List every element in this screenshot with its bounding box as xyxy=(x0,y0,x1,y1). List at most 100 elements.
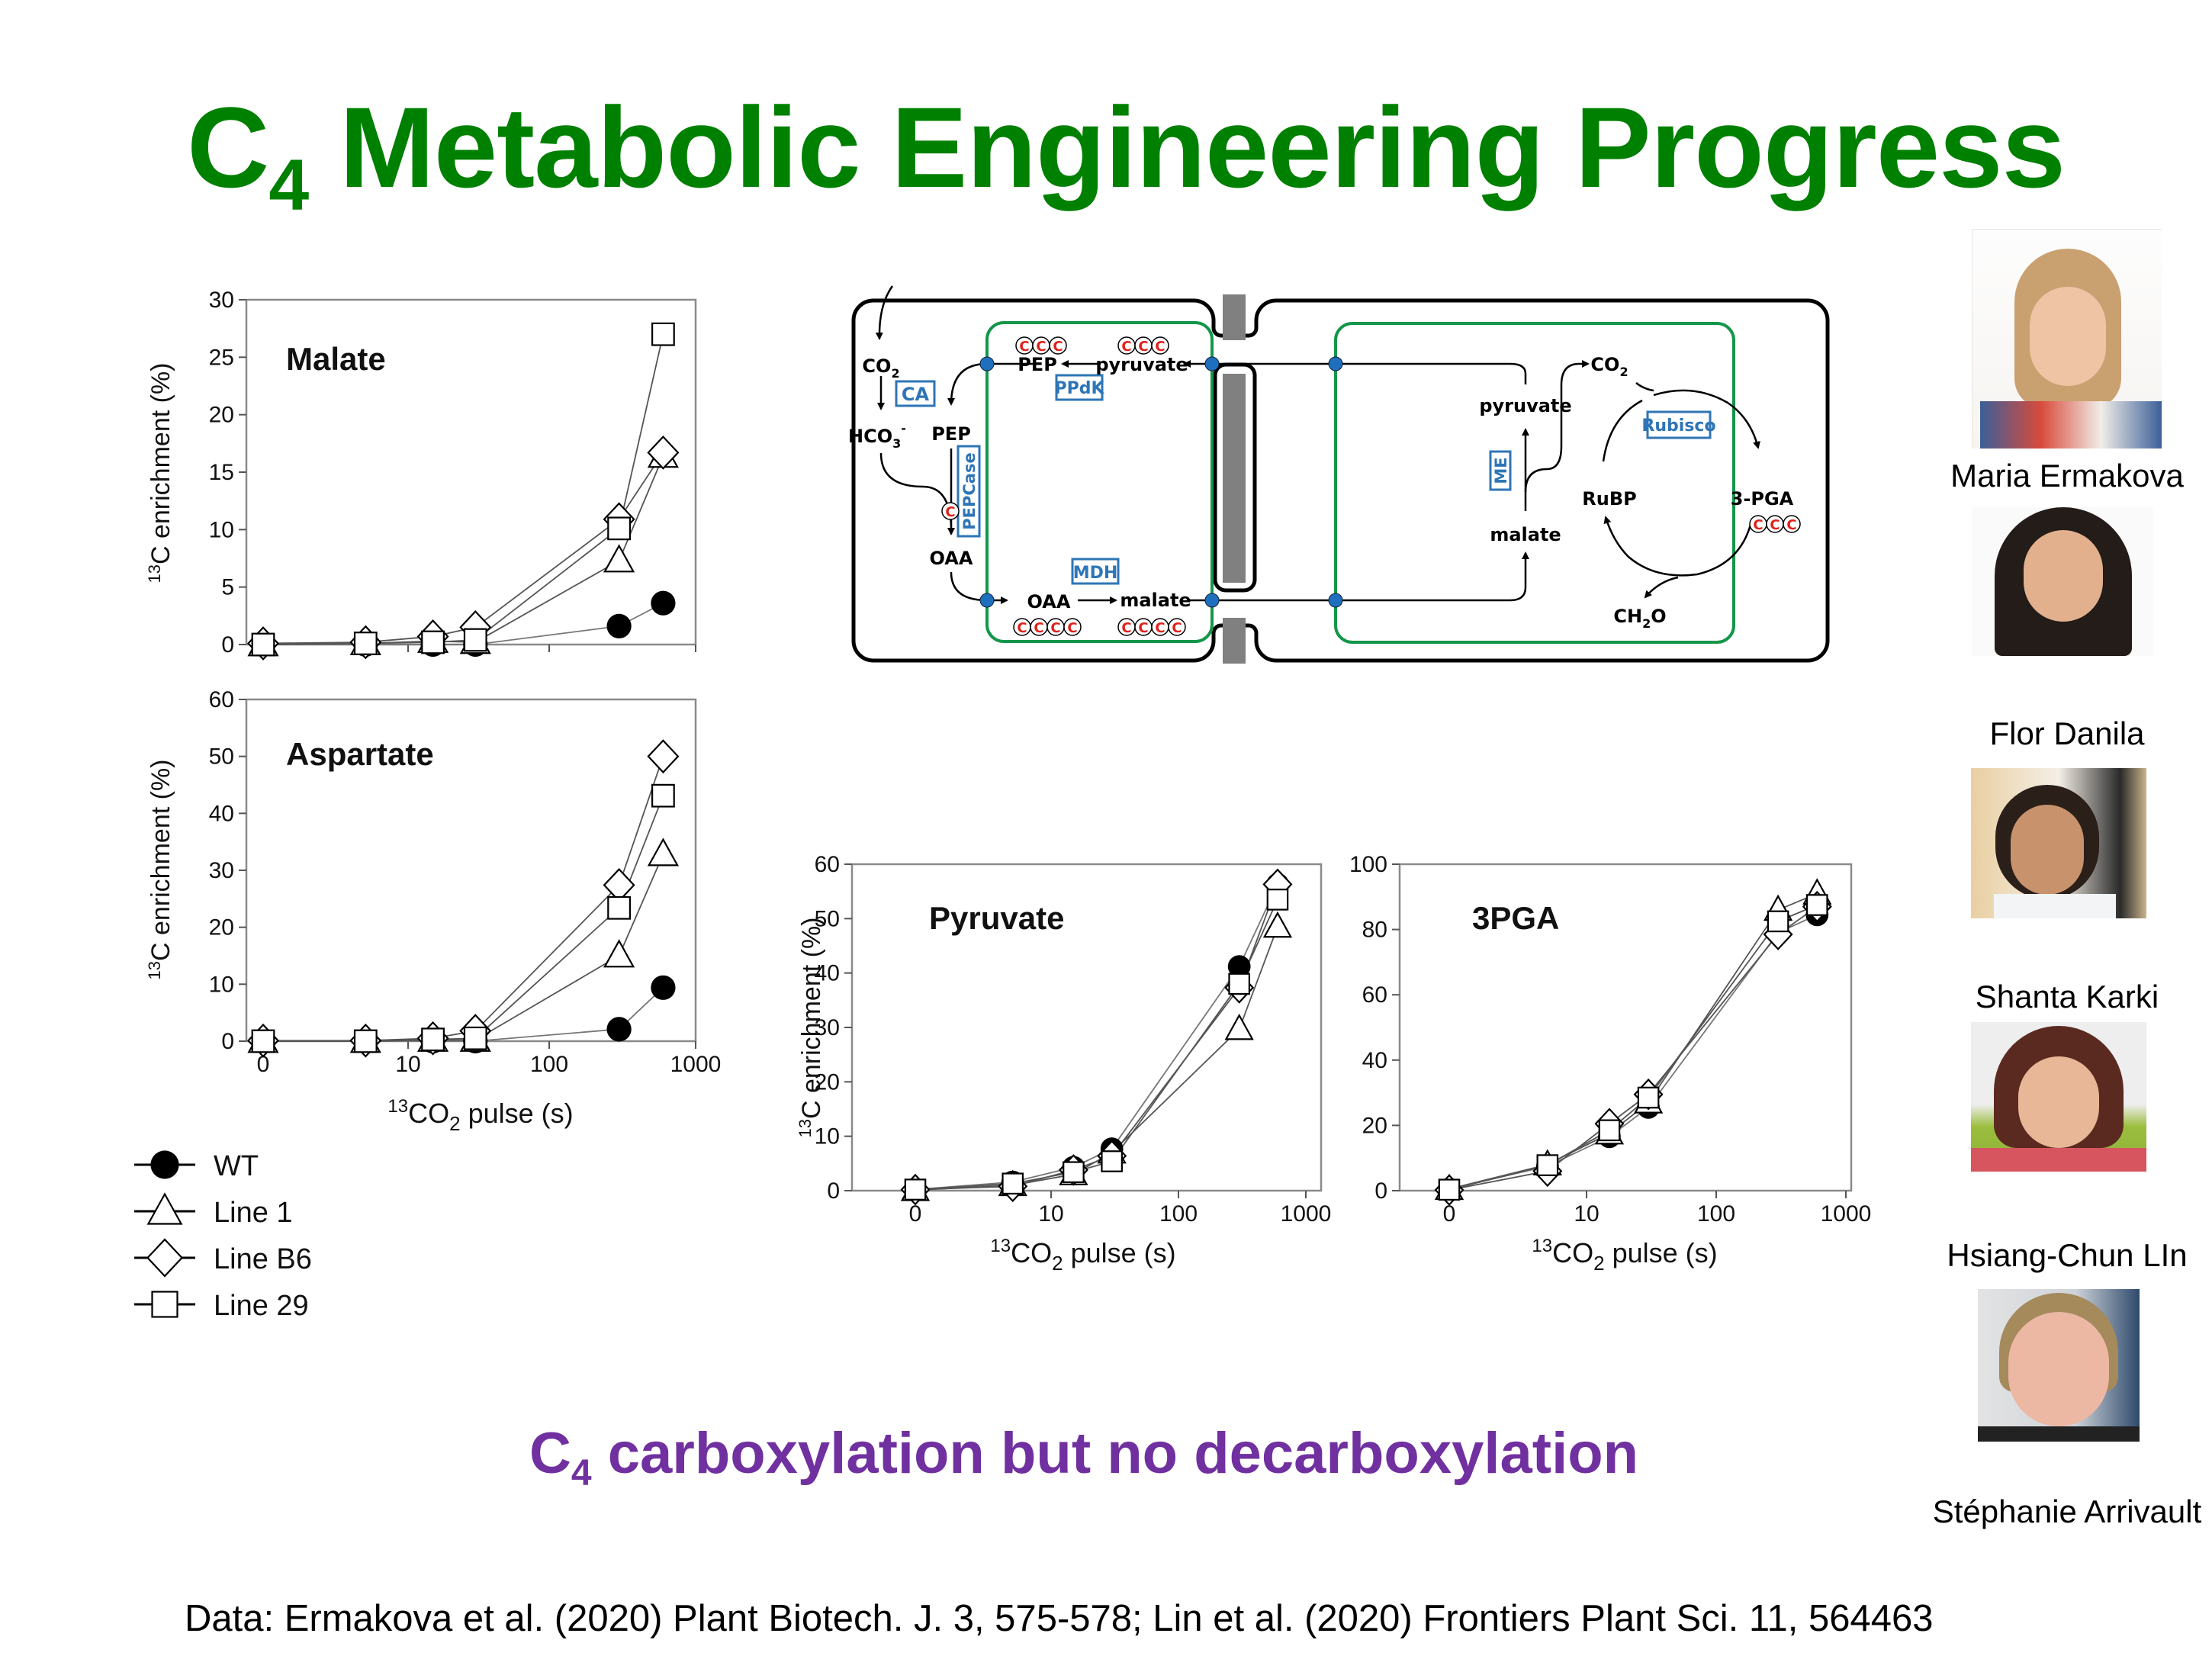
y-tick-label: 0 xyxy=(221,632,234,657)
ppdk-enzyme-box xyxy=(1055,374,1104,401)
data-point-lineb6 xyxy=(647,435,680,470)
x-tick-label: 10 xyxy=(395,1052,420,1077)
mdh-enzyme-box xyxy=(1071,558,1120,585)
data-point-wt xyxy=(1227,955,1251,978)
series-line-wt xyxy=(1448,914,1818,1190)
data-point-line29 xyxy=(1266,889,1289,911)
x-axis-label: 13CO2 pulse (s) xyxy=(990,1236,1175,1275)
series-line-line29 xyxy=(1448,904,1818,1191)
data-point-line29 xyxy=(421,1027,445,1052)
y-tick-label: 0 xyxy=(1374,1178,1387,1204)
subtitle-prefix: C xyxy=(529,1421,571,1486)
data-point-line29 xyxy=(1637,1086,1660,1109)
data-point-line1 xyxy=(146,1192,183,1225)
data-point-line29 xyxy=(251,632,275,657)
carbon-atom-label: C xyxy=(1172,620,1182,636)
title-prefix: C xyxy=(187,83,269,211)
chart-title: 3PGA xyxy=(1472,900,1559,936)
x-tick-label: 100 xyxy=(1159,1201,1198,1227)
series-line-lineb6 xyxy=(1448,905,1818,1191)
title-subscript: 4 xyxy=(268,145,309,226)
y-tick-label: 40 xyxy=(815,961,840,986)
carbon-atom-icon xyxy=(941,502,960,520)
data-point-line29 xyxy=(353,632,378,655)
bs-co2-label: CO2 xyxy=(1590,354,1628,379)
carbon-atom-label: C xyxy=(1050,620,1060,636)
x-axis-label-sub: 2 xyxy=(1052,1252,1063,1275)
y-tick-label: 40 xyxy=(209,801,234,826)
y-axis-label-main: C enrichment (%) xyxy=(146,363,175,565)
x-axis-label-sup: 13 xyxy=(387,1096,408,1117)
x-tick-label: 10 xyxy=(1574,1201,1599,1227)
legend-label: Line 1 xyxy=(214,1197,293,1229)
person-photo xyxy=(1972,507,2153,656)
person-name: Stéphanie Arrivault xyxy=(1932,1493,2202,1529)
face-shape xyxy=(2024,530,2103,622)
carbon-atom-label: C xyxy=(1034,620,1043,636)
calvin-arc-bottom xyxy=(1603,516,1752,577)
series-line-line1 xyxy=(1448,892,1818,1190)
chart-title: Malate xyxy=(286,341,386,377)
carbon-atom-icon xyxy=(1151,336,1169,355)
data-point-line29 xyxy=(353,1029,378,1053)
y-tick-label: 0 xyxy=(827,1178,840,1204)
y-axis-label-sup: 13 xyxy=(145,961,164,979)
y-tick-label: 10 xyxy=(815,1124,840,1149)
data-point-line29 xyxy=(1101,1150,1123,1172)
data-point-wt xyxy=(150,1150,179,1179)
data-point-line29 xyxy=(1536,1154,1559,1176)
data-point-line1 xyxy=(647,838,679,866)
data-point-line1 xyxy=(603,939,635,968)
legend-label: Line B6 xyxy=(214,1243,312,1275)
data-point-line29 xyxy=(904,1178,927,1201)
series-line-line1 xyxy=(262,455,664,645)
face-shape xyxy=(2018,1056,2099,1148)
co2-entry-arrow xyxy=(875,285,894,340)
y-tick-label: 100 xyxy=(1349,852,1387,877)
malate-import-arrow xyxy=(1336,551,1529,602)
carbon-atom-label: C xyxy=(1138,620,1148,636)
subtitle-text: carboxylation but no decarboxylation xyxy=(591,1421,1639,1486)
data-point-line29 xyxy=(1438,1178,1461,1201)
series-line-lineb6 xyxy=(263,756,664,1042)
data-point-line29 xyxy=(1767,910,1789,933)
carbon-atom-label: C xyxy=(1770,517,1780,533)
y-tick-label: 15 xyxy=(209,460,234,485)
ca-enzyme-label: CA xyxy=(902,384,930,405)
bs-pyruvate-label: pyruvate xyxy=(1479,395,1571,416)
person-card: Flor Danila xyxy=(1968,503,2166,755)
calvin-arc-top xyxy=(1653,389,1760,449)
x-axis-label: 13CO2 pulse (s) xyxy=(1532,1236,1717,1275)
person-name: Flor Danila xyxy=(1989,715,2145,751)
series-line-lineb6 xyxy=(262,452,664,645)
rubp-label: RuBP xyxy=(1582,488,1636,510)
series-line-line1 xyxy=(263,854,664,1042)
carbon-atom-groups: C C C C C CCC C C C C C C CC C C xyxy=(941,336,1801,636)
cell-wall-top xyxy=(1223,294,1246,340)
series-line-line29 xyxy=(262,334,664,645)
slide-title: C4 Metabolic Engineering Progress xyxy=(187,90,2066,222)
x-axis-label-main: CO xyxy=(408,1098,449,1129)
chart-title: Pyruvate xyxy=(929,900,1064,936)
y-tick-label: 20 xyxy=(1362,1113,1387,1138)
x-axis-label-main: CO xyxy=(1552,1237,1593,1268)
x-axis-label-sup: 13 xyxy=(1532,1236,1552,1256)
y-axis-label-main: C enrichment (%) xyxy=(797,918,826,1120)
carbon-atom-icon xyxy=(1168,618,1186,636)
plot-frame xyxy=(1398,863,1853,1192)
person-photo xyxy=(1971,1022,2146,1172)
y-tick-label: 60 xyxy=(815,852,840,877)
y-tick-label: 0 xyxy=(221,1029,234,1054)
carbon-atom-label: C xyxy=(1036,339,1046,355)
y-tick-label: 20 xyxy=(209,403,234,428)
data-point-line29 xyxy=(463,628,487,652)
legend-item: Line B6 xyxy=(134,1238,312,1278)
cell-wall-bottom xyxy=(1223,618,1246,664)
hco3-to-oaa-curve xyxy=(879,452,953,527)
x-tick-label: 100 xyxy=(530,1052,568,1077)
x-tick-label: 10 xyxy=(1038,1201,1063,1227)
cell-wall-middle xyxy=(1223,374,1246,583)
carbon-atom-label: C xyxy=(1155,620,1165,636)
face-shape xyxy=(2030,287,2106,386)
